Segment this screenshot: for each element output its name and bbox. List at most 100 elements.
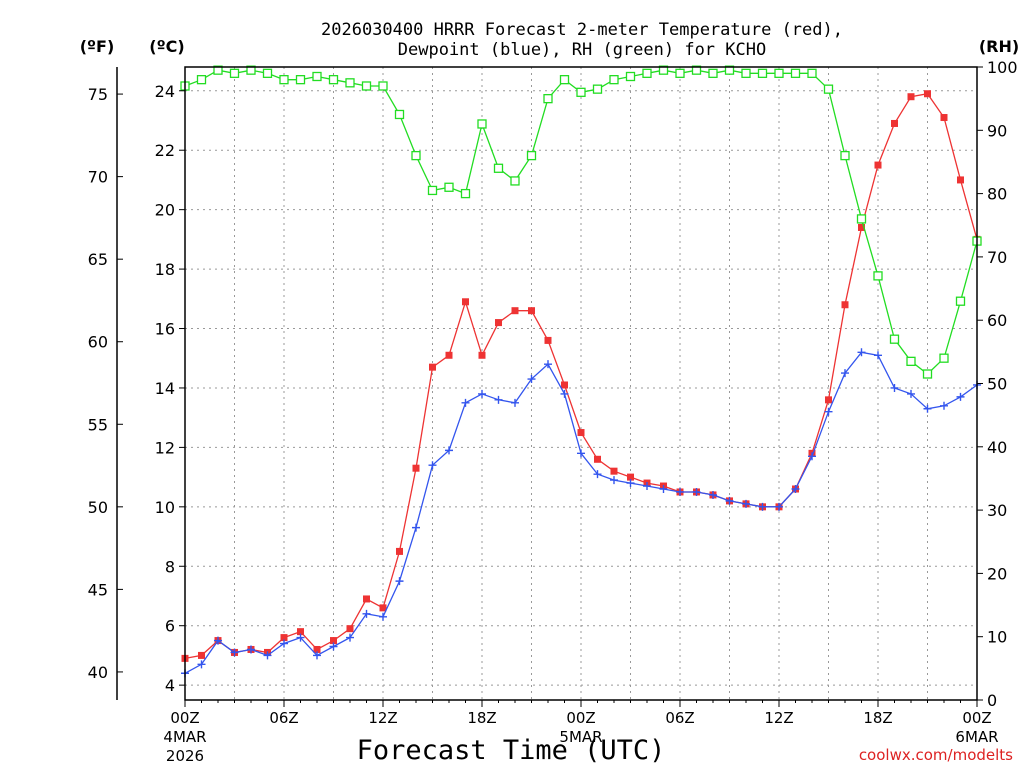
rh-point xyxy=(526,150,537,161)
rh-point xyxy=(856,214,867,224)
celsius-tick-label: 24 xyxy=(155,82,175,101)
dewpoint-point xyxy=(577,449,585,458)
dewpoint-point xyxy=(923,404,932,413)
temperature-point xyxy=(544,336,552,344)
dewpoint-point xyxy=(197,660,206,669)
temperature-point xyxy=(627,473,634,481)
temperature-point xyxy=(280,634,288,642)
rh-point xyxy=(642,68,652,78)
rh-tick-label: 80 xyxy=(987,185,1007,204)
celsius-unit-label: (ºC) xyxy=(149,37,184,56)
dewpoint-point xyxy=(560,389,569,398)
dewpoint-point xyxy=(346,633,354,642)
dewpoint-point xyxy=(247,645,255,654)
rh-point xyxy=(741,68,751,78)
rh-point xyxy=(889,334,900,344)
celsius-tick-label: 14 xyxy=(155,379,175,398)
temperature-line xyxy=(184,92,978,660)
dewpoint-point xyxy=(824,407,833,416)
rh-point xyxy=(246,65,256,75)
temperature-point xyxy=(511,307,519,315)
temperature-point xyxy=(198,651,205,659)
x-tick-date-label: 5MAR xyxy=(559,728,602,746)
plot-frame xyxy=(184,66,978,701)
rh-point xyxy=(312,71,322,82)
temperature-point xyxy=(561,381,568,389)
fahrenheit-tick-label: 50 xyxy=(88,498,108,517)
rh-tick-label: 0 xyxy=(987,691,997,710)
temperature-point xyxy=(924,90,931,98)
dewpoint-point xyxy=(676,487,684,496)
temperature-point xyxy=(346,625,354,633)
rh-point xyxy=(774,68,784,78)
dewpoint-point xyxy=(395,577,404,586)
dewpoint-point xyxy=(956,392,965,401)
rh-point xyxy=(279,75,289,85)
rh-tick-label: 20 xyxy=(987,564,1007,583)
dewpoint-point xyxy=(379,612,387,621)
celsius-tick-label: 4 xyxy=(165,676,175,695)
rh-point xyxy=(345,78,355,88)
temperature-point xyxy=(445,351,453,359)
fahrenheit-tick-label: 40 xyxy=(88,663,108,682)
rh-point xyxy=(609,75,619,85)
x-tick-date-label: 6MAR xyxy=(955,728,998,746)
rh-point xyxy=(873,271,883,281)
dewpoint-point xyxy=(808,452,816,461)
rh-tick-label: 90 xyxy=(987,121,1007,140)
temperature-point xyxy=(412,464,420,472)
x-tick-label: 00Z xyxy=(566,709,595,727)
dewpoint-point xyxy=(329,642,338,651)
dewpoint-point xyxy=(692,487,701,496)
rh-series xyxy=(180,65,982,379)
temperature-point xyxy=(957,176,964,184)
temperature-point xyxy=(396,547,403,555)
rh-point xyxy=(592,84,603,94)
credit-link[interactable]: coolwx.com/modelts xyxy=(859,746,1013,764)
dewpoint-point xyxy=(857,348,866,357)
temperature-point xyxy=(858,223,865,231)
x-tick-label: 12Z xyxy=(368,709,397,727)
dewpoint-series xyxy=(181,348,981,678)
temperature-point xyxy=(313,645,321,653)
celsius-tick-label: 18 xyxy=(155,260,175,279)
rh-unit-label: (RH) xyxy=(979,37,1019,56)
temperature-point xyxy=(429,363,436,371)
rh-point xyxy=(708,68,718,78)
dewpoint-point xyxy=(478,389,486,398)
dewpoint-point xyxy=(907,389,915,398)
fahrenheit-tick-label: 70 xyxy=(88,168,108,187)
dewpoint-point xyxy=(725,496,734,505)
rh-tick-label: 30 xyxy=(987,501,1007,520)
rh-point xyxy=(939,353,949,363)
celsius-tick-label: 16 xyxy=(155,320,175,339)
temperature-point xyxy=(478,351,486,359)
x-tick-label: 00Z xyxy=(962,709,991,727)
rh-point xyxy=(229,68,240,78)
dewpoint-point xyxy=(214,636,222,645)
fahrenheit-tick-label: 65 xyxy=(88,250,108,269)
dewpoint-point xyxy=(280,639,288,648)
dewpoint-point xyxy=(890,383,899,392)
celsius-tick-label: 6 xyxy=(165,617,175,636)
rh-point xyxy=(823,84,834,94)
dewpoint-point xyxy=(626,479,635,488)
x-tick-date-label: 4MAR xyxy=(163,728,206,746)
rh-tick-label: 100 xyxy=(987,58,1018,77)
x-tick-label: 06Z xyxy=(665,709,694,727)
rh-point xyxy=(477,119,487,129)
x-tick-label: 12Z xyxy=(764,709,793,727)
rh-point xyxy=(559,75,570,85)
rh-point xyxy=(724,65,735,75)
temperature-point xyxy=(891,119,898,127)
temperature-point xyxy=(363,595,370,603)
dewpoint-point xyxy=(428,461,437,470)
temperature-point xyxy=(462,298,469,306)
x-tick-year-label: 2026 xyxy=(166,747,204,765)
rh-tick-label: 70 xyxy=(987,248,1007,267)
dewpoint-point xyxy=(874,351,882,360)
rh-point xyxy=(411,150,421,161)
rh-point xyxy=(196,75,207,85)
